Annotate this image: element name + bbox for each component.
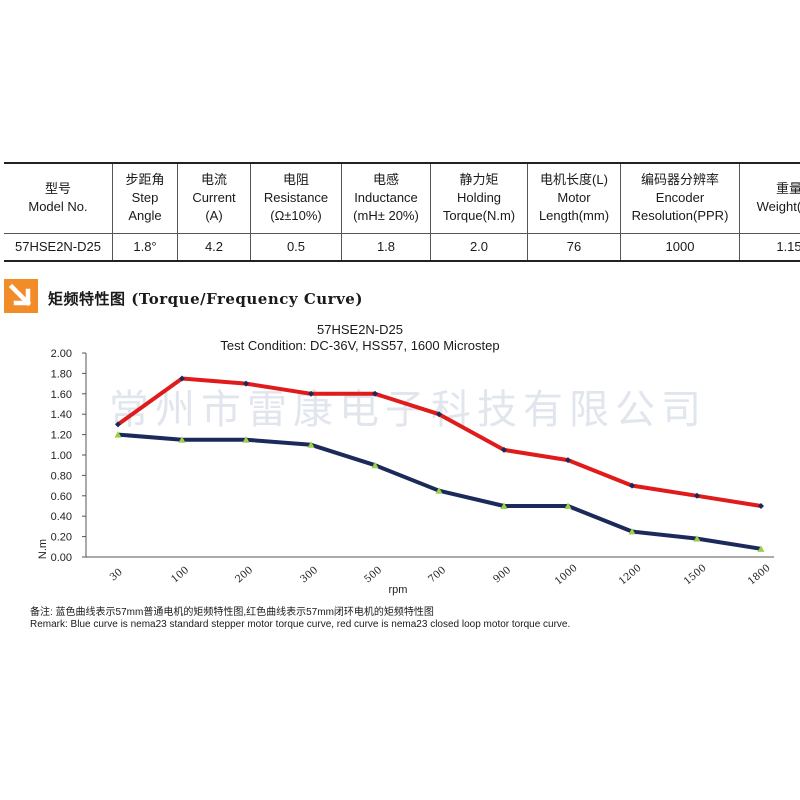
arrow-down-right-icon	[4, 279, 38, 313]
closed-loop-point	[694, 492, 700, 499]
standard-point	[564, 502, 572, 509]
closed-loop-point	[179, 375, 185, 382]
header-holding-torque: 静力矩 Holding Torque(N.m)	[430, 163, 528, 234]
x-tick-label: 300	[299, 565, 321, 586]
y-tick-label: 0.00	[51, 552, 72, 564]
watermark-text: 常州市雷康电子科技有限公司	[109, 387, 707, 433]
y-tick-label: 1.00	[51, 450, 72, 462]
standard-point	[757, 545, 765, 552]
cell-current: 4.2	[177, 233, 251, 261]
y-tick-label: 2.00	[51, 348, 72, 360]
y-tick-label: 0.60	[51, 491, 72, 503]
header-resistance: 电阻 Resistance (Ω±10%)	[250, 163, 342, 234]
standard-point	[628, 528, 636, 535]
section-title: 矩频特性图 (Torque/Frequency Curve)	[48, 290, 363, 308]
closed-loop-point	[436, 411, 442, 418]
standard-point	[114, 431, 122, 438]
section-header: 矩频特性图 (Torque/Frequency Curve)	[4, 279, 504, 313]
standard-point	[178, 436, 186, 443]
spec-header-row: 型号 Model No. 步距角 Step Angle 电流 Current (A) 电阻…	[4, 163, 800, 234]
cell-encoder-resolution: 1000	[620, 233, 740, 261]
x-tick-label: 1800	[746, 563, 773, 588]
closed-loop-point	[372, 390, 378, 397]
remark-chinese: 备注: 蓝色曲线表示57mm普通电机的矩频特性图,红色曲线表示57mm闭环电机的…	[30, 607, 434, 618]
x-tick-label: 900	[492, 565, 514, 586]
closed-loop-point	[243, 380, 249, 387]
standard-point	[371, 461, 379, 469]
header-encoder-resolution: 编码器分辨率 Encoder Resolution(PPR)	[620, 163, 740, 234]
standard-point	[307, 441, 315, 448]
closed-loop-point	[565, 457, 571, 464]
y-tick-label: 1.80	[51, 368, 72, 380]
x-axis-label: rpm	[389, 584, 408, 596]
spec-data-row: 57HSE2N-D25 1.8° 4.2 0.5 1.8 2.0 76 1000…	[4, 233, 800, 261]
standard-point	[693, 535, 701, 542]
x-tick-label: 1500	[682, 563, 709, 588]
remark-english: Remark: Blue curve is nema23 standard st…	[30, 619, 571, 630]
closed-loop-point	[758, 503, 764, 509]
closed-loop-point	[308, 390, 314, 397]
y-tick-label: 1.40	[51, 409, 72, 421]
y-tick-label: 1.20	[51, 430, 72, 442]
x-tick-label: 30	[108, 567, 125, 584]
y-tick-label: 0.40	[51, 511, 72, 523]
header-motor-length: 电机长度(L) Motor Length(mm)	[527, 163, 621, 234]
chart-subtitle: Test Condition: DC-36V, HSS57, 1600 Micr…	[220, 338, 500, 353]
header-model: 型号 Model No.	[4, 163, 113, 234]
y-axis-label: N.m	[37, 539, 49, 559]
standard-point	[435, 487, 443, 494]
y-tick-label: 0.80	[51, 470, 72, 482]
header-inductance: 电感 Inductance (mH± 20%)	[341, 163, 431, 234]
y-tick-label: 1.60	[51, 389, 72, 401]
closed-loop-point	[115, 421, 121, 428]
header-step-angle: 步距角 Step Angle	[112, 163, 178, 234]
cell-inductance: 1.8	[341, 233, 431, 261]
cell-step-angle: 1.8°	[112, 233, 178, 261]
closed-loop-point	[629, 482, 635, 489]
cell-weight: 1.15	[739, 233, 800, 261]
cell-resistance: 0.5	[250, 233, 342, 261]
x-tick-label: 1000	[553, 563, 580, 588]
cell-model: 57HSE2N-D25	[4, 233, 113, 261]
closed-loop-point	[501, 446, 507, 453]
header-current: 电流 Current (A)	[177, 163, 251, 234]
x-tick-label: 200	[234, 565, 256, 586]
x-tick-label: 700	[427, 565, 449, 586]
spec-table: 型号 Model No. 步距角 Step Angle 电流 Current (A) 电阻…	[4, 162, 800, 262]
x-tick-label: 500	[363, 565, 385, 586]
standard-point	[242, 436, 250, 443]
cell-holding-torque: 2.0	[430, 233, 528, 261]
y-tick-label: 0.20	[51, 532, 72, 544]
standard-point	[500, 502, 508, 509]
x-tick-label: 100	[170, 565, 192, 586]
chart-title: 57HSE2N-D25	[317, 322, 403, 337]
x-tick-label: 1200	[617, 563, 644, 588]
